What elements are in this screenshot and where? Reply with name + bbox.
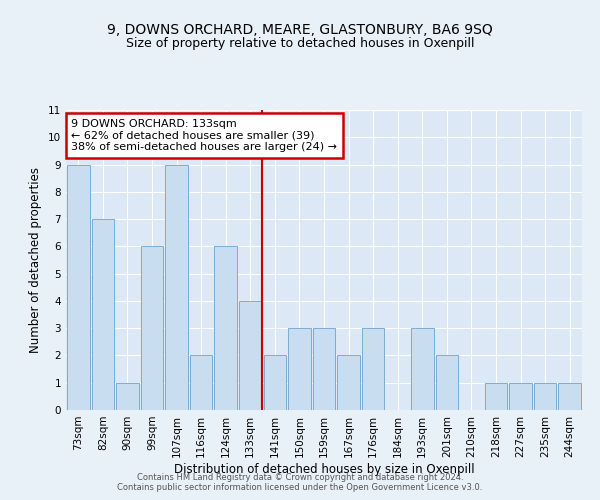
- Bar: [337, 356, 360, 410]
- Bar: [485, 382, 508, 410]
- Bar: [559, 382, 581, 410]
- Y-axis label: Number of detached properties: Number of detached properties: [29, 167, 43, 353]
- Bar: [214, 246, 237, 410]
- Text: Contains HM Land Registry data © Crown copyright and database right 2024.: Contains HM Land Registry data © Crown c…: [137, 472, 463, 482]
- Bar: [288, 328, 311, 410]
- Text: Contains public sector information licensed under the Open Government Licence v3: Contains public sector information licen…: [118, 482, 482, 492]
- Text: 9 DOWNS ORCHARD: 133sqm
← 62% of detached houses are smaller (39)
38% of semi-de: 9 DOWNS ORCHARD: 133sqm ← 62% of detache…: [71, 119, 337, 152]
- X-axis label: Distribution of detached houses by size in Oxenpill: Distribution of detached houses by size …: [173, 462, 475, 475]
- Text: Size of property relative to detached houses in Oxenpill: Size of property relative to detached ho…: [126, 38, 474, 51]
- Bar: [116, 382, 139, 410]
- Bar: [534, 382, 556, 410]
- Bar: [165, 164, 188, 410]
- Bar: [92, 219, 114, 410]
- Bar: [313, 328, 335, 410]
- Bar: [411, 328, 434, 410]
- Bar: [263, 356, 286, 410]
- Bar: [239, 301, 262, 410]
- Bar: [509, 382, 532, 410]
- Bar: [362, 328, 385, 410]
- Bar: [190, 356, 212, 410]
- Bar: [67, 164, 89, 410]
- Text: 9, DOWNS ORCHARD, MEARE, GLASTONBURY, BA6 9SQ: 9, DOWNS ORCHARD, MEARE, GLASTONBURY, BA…: [107, 22, 493, 36]
- Bar: [436, 356, 458, 410]
- Bar: [140, 246, 163, 410]
